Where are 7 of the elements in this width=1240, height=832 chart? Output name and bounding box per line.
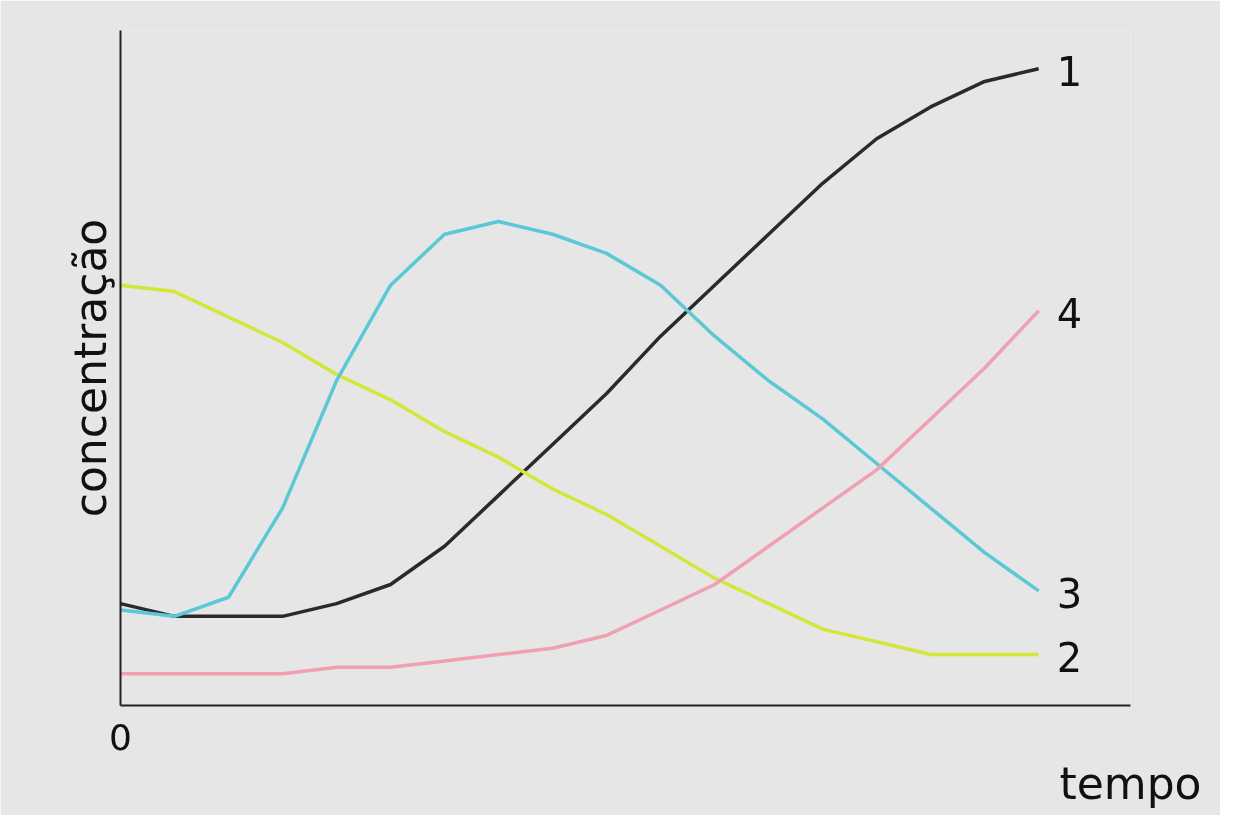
series-label: 1 <box>1056 48 1083 95</box>
series-label: 2 <box>1056 634 1083 681</box>
text: 0 <box>109 716 132 758</box>
series-label: 3 <box>1056 570 1083 617</box>
x-axis-title: tempo <box>1059 757 1202 809</box>
y-axis-title: concentração <box>64 218 116 518</box>
series-label: 4 <box>1056 290 1083 337</box>
